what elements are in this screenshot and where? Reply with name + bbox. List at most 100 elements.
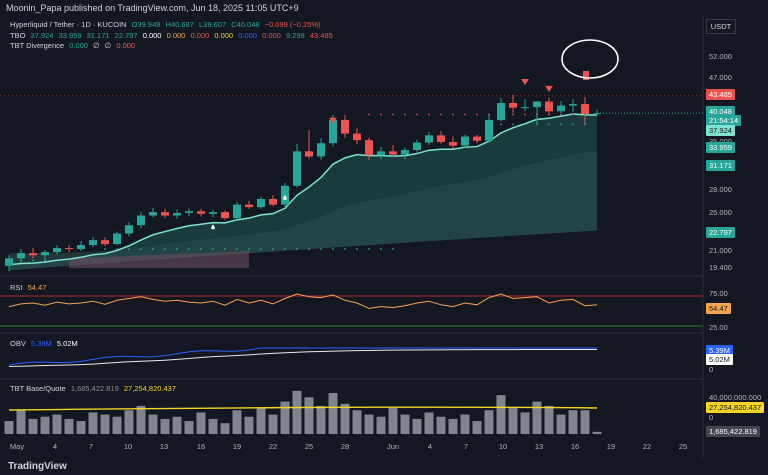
- candle-body: [461, 136, 469, 146]
- volume-bar: [328, 392, 338, 434]
- volume-bar: [400, 414, 410, 434]
- level-dot: [188, 248, 190, 250]
- obv-tag: 5.39M: [706, 345, 733, 356]
- level-dot: [32, 259, 34, 262]
- div-val: ∅: [93, 41, 100, 50]
- x-tick-label: 10: [499, 442, 507, 451]
- tbo-name[interactable]: TBO: [10, 31, 26, 40]
- candle-body: [113, 233, 121, 245]
- level-dot: [380, 248, 382, 250]
- volume-bar: [376, 416, 386, 434]
- volume-bar: [304, 397, 314, 434]
- price-tick: 47.000: [709, 73, 732, 82]
- tbo-val: 0.000: [142, 31, 162, 40]
- volume-ma-line: [8, 406, 598, 411]
- volume-bar: [268, 414, 278, 434]
- level-dot: [572, 123, 574, 126]
- volume-bar: [316, 405, 326, 434]
- open-value: O39.949: [131, 20, 161, 29]
- candle-body: [485, 119, 493, 141]
- candle-body: [401, 150, 409, 155]
- level-dot: [332, 248, 334, 250]
- div-val: 0.000: [116, 41, 136, 50]
- div-val: 0.000: [69, 41, 88, 50]
- candle-body: [317, 143, 325, 157]
- buy-signal-icon: [283, 195, 287, 201]
- volume-bar: [256, 408, 266, 434]
- price-tick: 28.000: [709, 185, 732, 194]
- level-dot: [308, 248, 310, 250]
- volume-bar: [544, 405, 554, 434]
- level-dot: [212, 248, 214, 250]
- buy-signal-icon: [211, 224, 215, 230]
- currency-button[interactable]: USDT: [706, 19, 736, 34]
- level-dot: [128, 248, 130, 250]
- candle-body: [101, 240, 109, 245]
- candle-body: [389, 151, 397, 155]
- volume-bar: [340, 403, 350, 434]
- x-tick-label: 16: [571, 442, 579, 451]
- x-tick-label: 22: [269, 442, 277, 451]
- level-dot: [572, 113, 574, 116]
- obv-ma-tag: 5.02M: [706, 354, 733, 365]
- candle-body: [17, 253, 25, 259]
- candle-body: [5, 258, 13, 266]
- tbt-value-tag: 1,685,422.819: [706, 426, 760, 437]
- level-dot: [392, 113, 394, 116]
- level-dot: [248, 248, 250, 250]
- tbo-mid-tag: 33.959: [706, 142, 735, 153]
- symbol-title[interactable]: Hyperliquid / Tether · 1D · KUCOIN: [10, 20, 127, 29]
- change-value: −0.099 (−0.25%): [264, 20, 321, 29]
- tbt-name[interactable]: TBT Base/Quote: [10, 384, 66, 393]
- candle-body: [209, 212, 217, 214]
- volume-bar: [532, 401, 542, 434]
- divergence-name[interactable]: TBT Divergence: [10, 41, 65, 50]
- candle-body: [41, 252, 49, 256]
- tbt-legend: TBT Base/Quote 1,685,422.819 27,254,820.…: [10, 384, 179, 393]
- level-dot: [404, 113, 406, 116]
- rsi-legend: RSI 54.47: [10, 283, 49, 292]
- price-tick: 25.000: [709, 208, 732, 217]
- volume-bar: [100, 414, 110, 434]
- volume-bar: [424, 412, 434, 434]
- candle-body: [365, 140, 373, 156]
- countdown-tag: 21:54:14: [706, 115, 742, 126]
- tradingview-logo[interactable]: TradingView: [8, 461, 67, 472]
- x-tick-label: May: [10, 442, 24, 451]
- low-value: L39.607: [199, 20, 227, 29]
- obv-name[interactable]: OBV: [10, 339, 26, 348]
- volume-bar: [16, 410, 26, 434]
- tbt-value: 1,685,422.819: [70, 384, 119, 393]
- volume-bar: [508, 408, 518, 434]
- x-tick-label: 16: [197, 442, 205, 451]
- x-tick-label: 19: [607, 442, 615, 451]
- volume-bar: [364, 414, 374, 434]
- obv-line: [8, 347, 597, 366]
- tbo-val: 33.959: [58, 31, 82, 40]
- volume-bar: [112, 416, 122, 434]
- candle-body: [29, 253, 37, 256]
- publish-text: Moonin_Papa published on TradingView.com…: [6, 3, 299, 13]
- candle-body: [77, 245, 85, 250]
- x-tick-label: Jun: [387, 442, 399, 451]
- close-value: C40.048: [231, 20, 260, 29]
- level-dot: [512, 123, 514, 126]
- candle-body: [137, 215, 145, 226]
- candle-body: [533, 101, 541, 108]
- tbo-base-band: [69, 251, 249, 268]
- candle-body: [65, 248, 73, 250]
- volume-bar: [280, 401, 290, 434]
- candle-body: [425, 135, 433, 143]
- volume-bar: [196, 412, 206, 434]
- rsi-name[interactable]: RSI: [10, 283, 23, 292]
- chart-canvas[interactable]: May 4 7 10 13 16 19 22 25 28 Jun 4 7 10 13 16 19 22 25: [0, 16, 768, 458]
- x-tick-label: 13: [160, 442, 168, 451]
- price-tick: 21.000: [709, 246, 732, 255]
- candle-body: [293, 151, 301, 186]
- rsi-tick: 25.00: [709, 323, 728, 332]
- volume-bar: [472, 421, 482, 434]
- level-dot: [500, 123, 502, 126]
- level-dot: [560, 113, 562, 116]
- tbt-tick: 40,000,000.000: [709, 393, 762, 402]
- volume-bar: [184, 421, 194, 434]
